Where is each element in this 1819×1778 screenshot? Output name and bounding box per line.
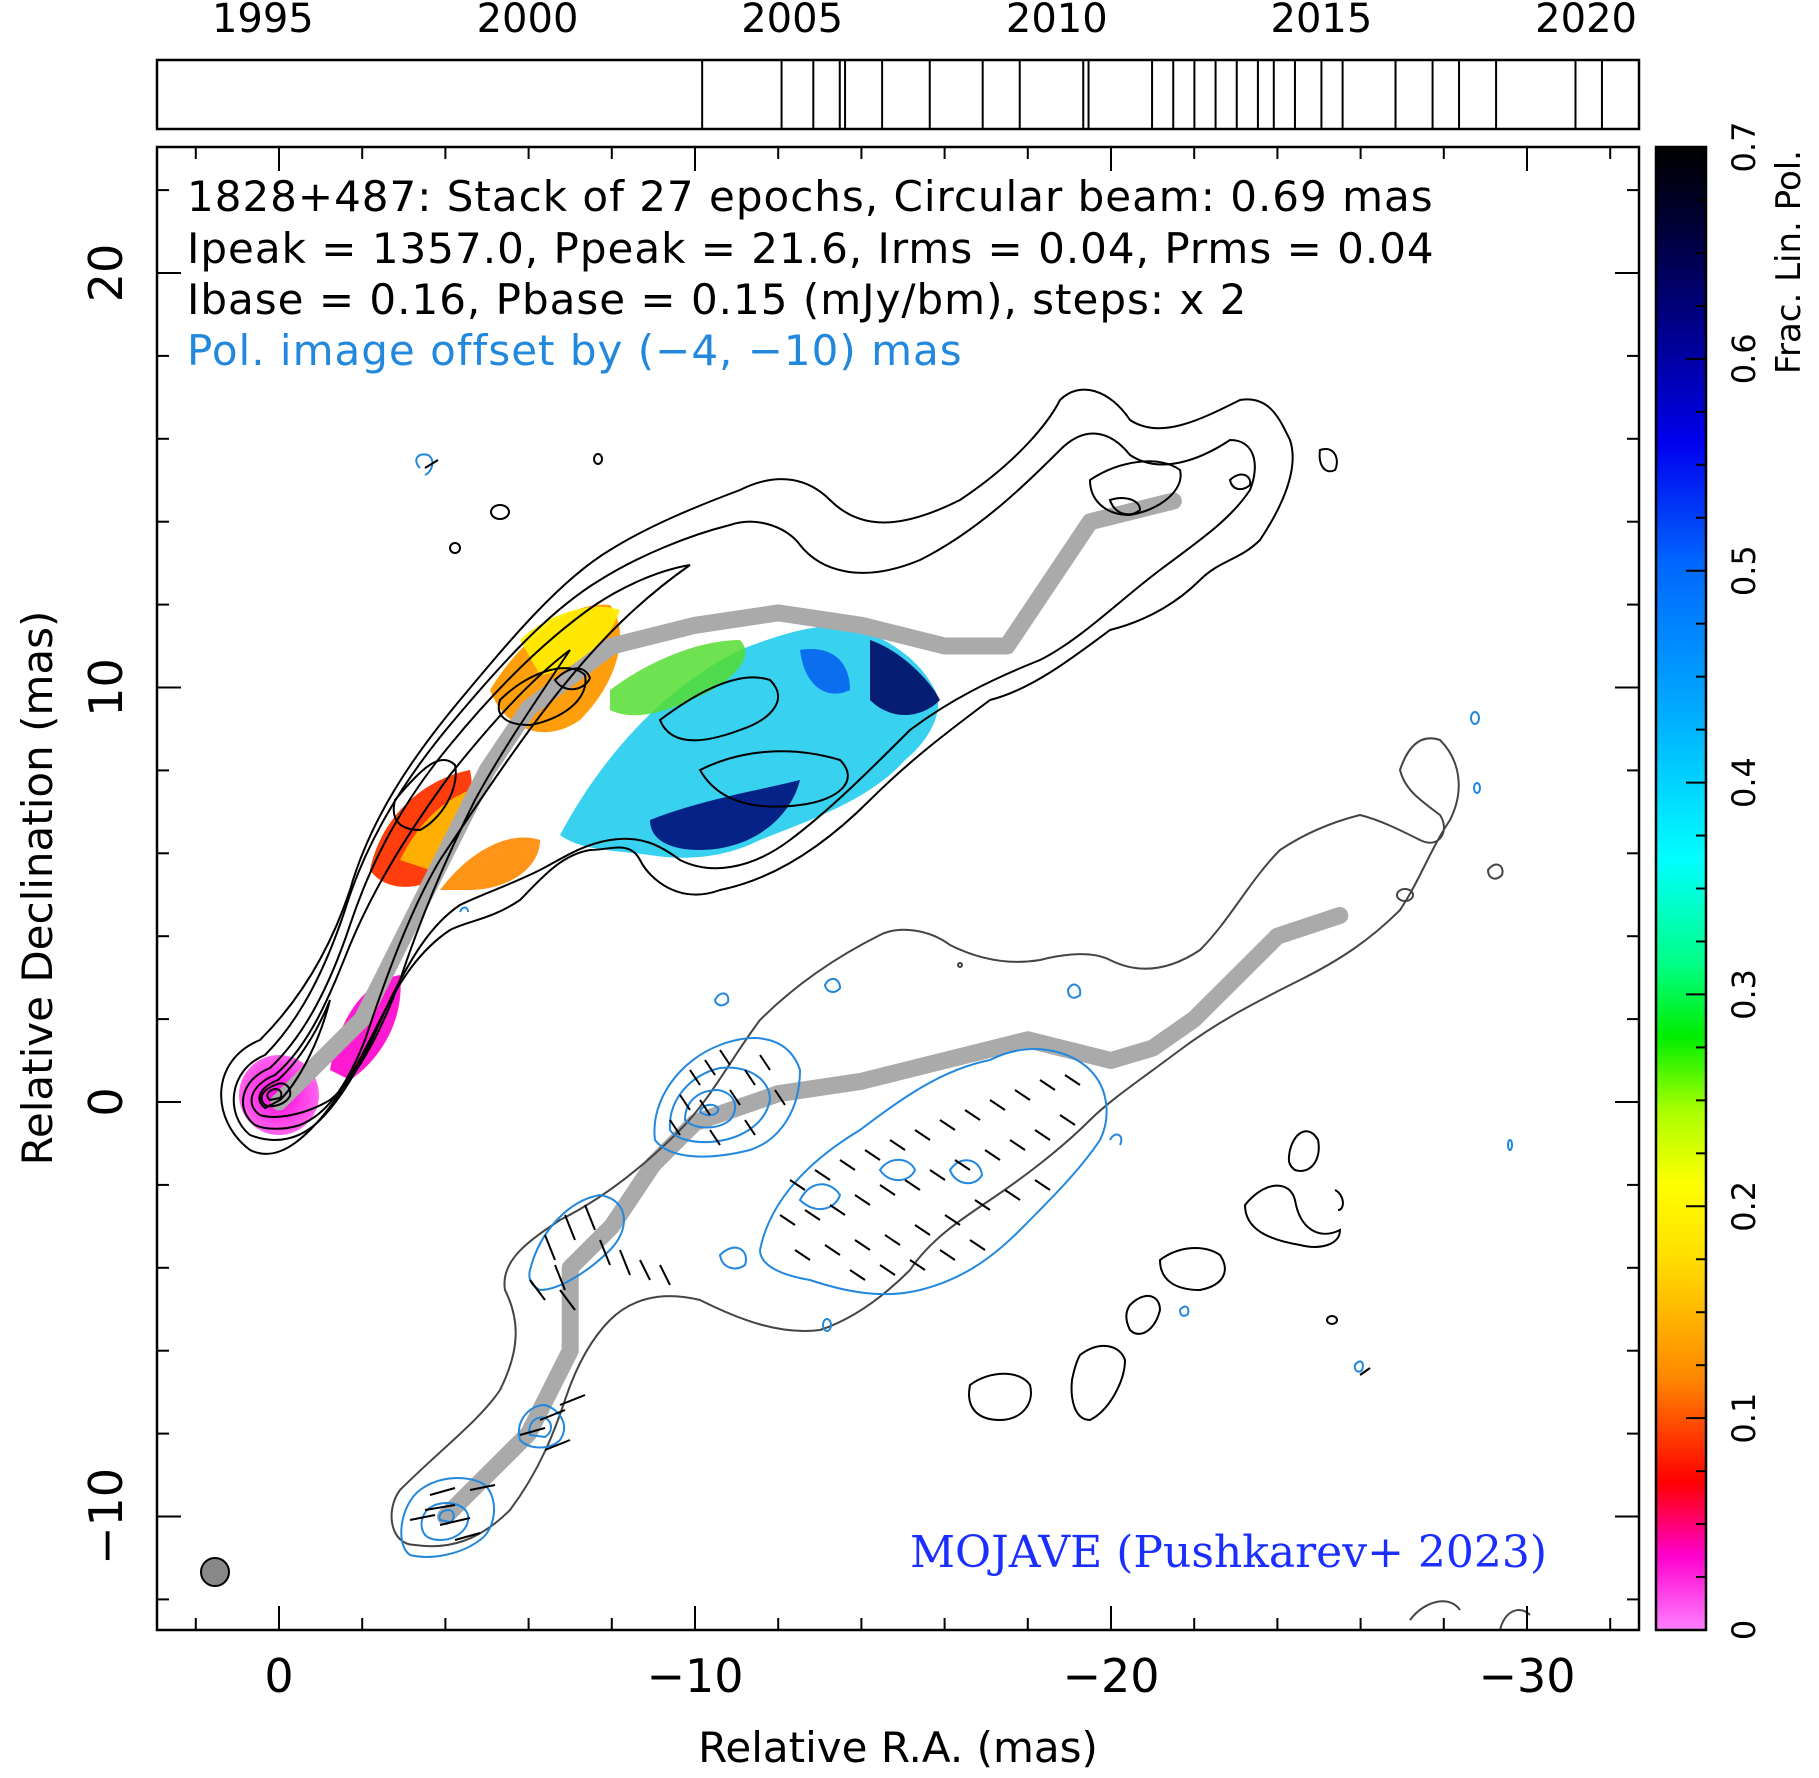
annotation-line-4: Pol. image offset by (−4, −10) mas <box>187 326 963 375</box>
colorbar: 0 0.1 0.2 0.3 0.4 0.5 0.6 0.7 Frac. Lin. Pol. <box>1654 122 1809 1641</box>
y-tick-label: 20 <box>79 244 133 303</box>
ridge-line <box>270 492 1182 1111</box>
y-axis-ticks <box>157 189 1639 1601</box>
intensity-contours <box>220 388 1344 1422</box>
y-tick-label: −10 <box>79 1468 133 1565</box>
annotation-line-1: 1828+487: Stack of 27 epochs, Circular b… <box>187 172 1434 221</box>
x-tick-label: −20 <box>1062 1649 1159 1703</box>
credit-label: MOJAVE (Pushkarev+ 2023) <box>910 1527 1548 1578</box>
y-tick-label: 0 <box>79 1087 133 1116</box>
colorbar-tick-label: 0.1 <box>1725 1393 1763 1444</box>
x-tick-label: −10 <box>646 1649 743 1703</box>
y-tick-label: 10 <box>79 658 133 717</box>
timeline-tick-label: 2005 <box>741 0 843 42</box>
polarized-intensity-contours <box>400 453 1513 1558</box>
x-axis-label: Relative R.A. (mas) <box>698 1723 1098 1772</box>
epoch-timeline: 1995 2000 2005 2010 2015 2020 <box>155 0 1641 131</box>
x-tick-label: −30 <box>1478 1649 1575 1703</box>
x-axis-tick-labels: 0 −10 −20 −30 <box>264 1649 1575 1703</box>
colorbar-label: Frac. Lin. Pol. <box>1769 150 1809 374</box>
colorbar-tick-label: 0.2 <box>1725 1181 1763 1232</box>
colorbar-tick-label: 0.7 <box>1725 122 1763 173</box>
timeline-tick-label: 2000 <box>477 0 579 42</box>
pol-ridge-line <box>436 907 1349 1525</box>
annotation-line-2: Ipeak = 1357.0, Ppeak = 21.6, Irms = 0.0… <box>187 224 1435 273</box>
colorbar-ticks <box>1686 146 1706 1631</box>
x-tick-label: 0 <box>264 1649 293 1703</box>
y-axis-tick-labels: −10 0 10 20 <box>79 244 133 1565</box>
epoch-markers <box>701 60 1603 129</box>
timeline-tick-label: 2020 <box>1535 0 1637 42</box>
timeline-tick-label: 2010 <box>1006 0 1108 42</box>
annotation-line-3: Ibase = 0.16, Pbase = 0.15 (mJy/bm), ste… <box>187 275 1248 324</box>
beam-ellipse <box>200 1557 230 1587</box>
colorbar-tick-labels: 0 0.1 0.2 0.3 0.4 0.5 0.6 0.7 <box>1725 122 1763 1641</box>
colorbar-tick-label: 0.3 <box>1725 969 1763 1020</box>
evpa-ticks <box>409 459 1371 1541</box>
timeline-tick-labels: 1995 2000 2005 2010 2015 2020 <box>212 0 1637 42</box>
plot-area: 0 −10 −20 −30 −10 0 10 20 <box>79 145 1641 1703</box>
y-axis-label: Relative Declination (mas) <box>13 611 62 1166</box>
timeline-tick-label: 1995 <box>212 0 314 42</box>
colorbar-tick-label: 0.6 <box>1725 333 1763 384</box>
colorbar-tick-label: 0.5 <box>1725 545 1763 596</box>
timeline-tick-label: 2015 <box>1271 0 1373 42</box>
colorbar-tick-label: 0.4 <box>1725 757 1763 808</box>
x-axis-ticks <box>194 147 1612 1630</box>
colorbar-tick-label: 0 <box>1725 1620 1763 1640</box>
